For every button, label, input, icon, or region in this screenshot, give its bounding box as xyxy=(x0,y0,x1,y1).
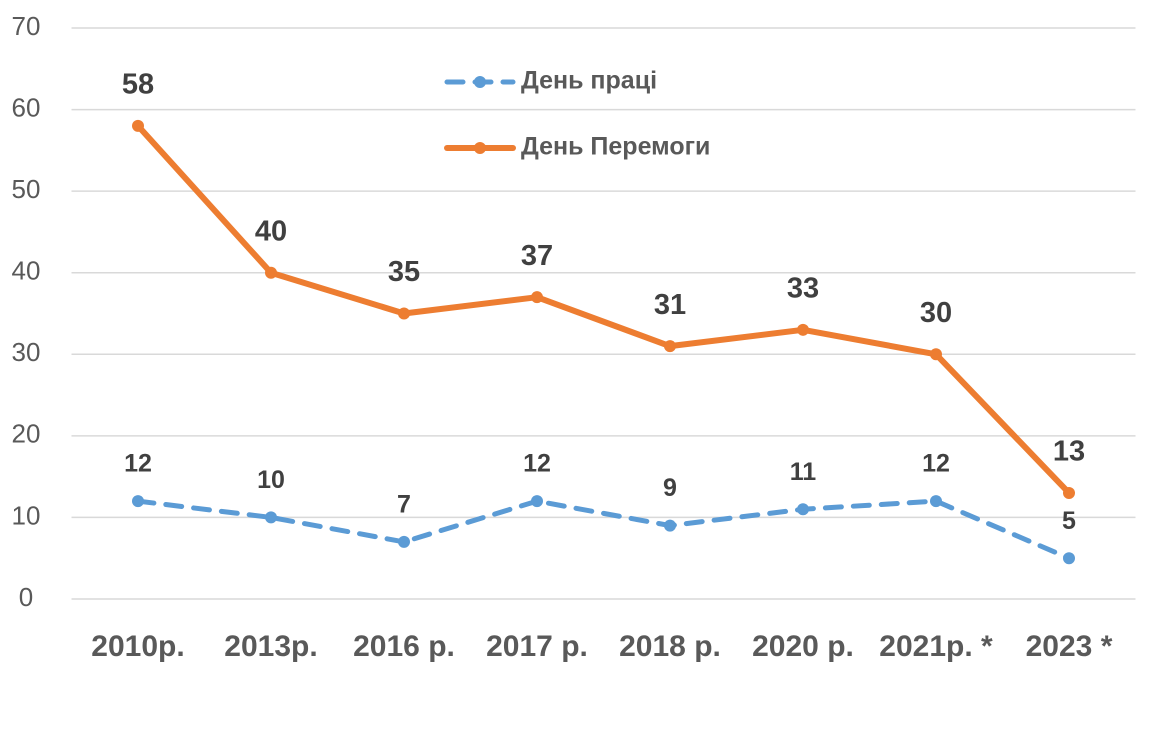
legend-label: День праці xyxy=(521,67,657,95)
data-label: 30 xyxy=(920,297,952,329)
x-tick-label: 2018 р. xyxy=(619,630,721,663)
point xyxy=(930,495,942,508)
point xyxy=(398,307,410,320)
y-tick-label: 40 xyxy=(12,256,41,286)
data-label: 40 xyxy=(255,215,287,247)
x-tick-label: 2016 р. xyxy=(353,630,455,663)
series-line xyxy=(135,498,1072,561)
data-label: 10 xyxy=(257,466,285,494)
y-tick-label: 0 xyxy=(19,582,33,612)
y-tick-label: 20 xyxy=(12,419,41,449)
point xyxy=(398,535,410,548)
data-label: 12 xyxy=(124,450,152,478)
x-tick-label: 2023 * xyxy=(1026,630,1113,663)
x-tick-label: 2010р. xyxy=(91,630,184,663)
point xyxy=(132,119,144,132)
x-tick-label: 2021р. * xyxy=(879,630,993,663)
y-tick-label: 10 xyxy=(12,500,41,530)
data-label: 12 xyxy=(523,450,551,478)
point xyxy=(797,323,809,336)
data-label: 37 xyxy=(521,240,553,272)
data-label: 13 xyxy=(1053,436,1085,468)
point xyxy=(132,495,144,508)
x-tick-label: 2017 р. xyxy=(486,630,588,663)
legend-marker xyxy=(474,76,486,88)
point xyxy=(265,511,277,524)
point xyxy=(1063,486,1075,499)
legend-marker xyxy=(474,142,486,154)
point xyxy=(797,503,809,516)
data-label: 5 xyxy=(1062,507,1076,535)
data-label: 12 xyxy=(922,450,950,478)
point xyxy=(531,291,543,304)
data-label: 11 xyxy=(790,458,817,486)
point xyxy=(265,266,277,279)
point xyxy=(531,495,543,508)
legend-label: День Перемоги xyxy=(521,133,710,161)
data-label: 35 xyxy=(388,256,420,288)
series-line xyxy=(135,122,1072,496)
y-tick-label: 60 xyxy=(12,92,41,122)
y-tick-label: 50 xyxy=(12,174,41,204)
data-label: 9 xyxy=(663,474,677,502)
data-label: 7 xyxy=(397,491,411,519)
point xyxy=(664,519,676,532)
data-label: 31 xyxy=(654,289,686,321)
point xyxy=(930,348,942,361)
point xyxy=(1063,552,1075,565)
data-label: 33 xyxy=(787,272,819,304)
y-tick-label: 70 xyxy=(12,11,41,41)
y-tick-label: 30 xyxy=(12,337,41,367)
point xyxy=(664,340,676,353)
x-tick-label: 2013р. xyxy=(224,630,317,663)
data-label: 58 xyxy=(122,69,154,101)
x-tick-label: 2020 р. xyxy=(752,630,854,663)
